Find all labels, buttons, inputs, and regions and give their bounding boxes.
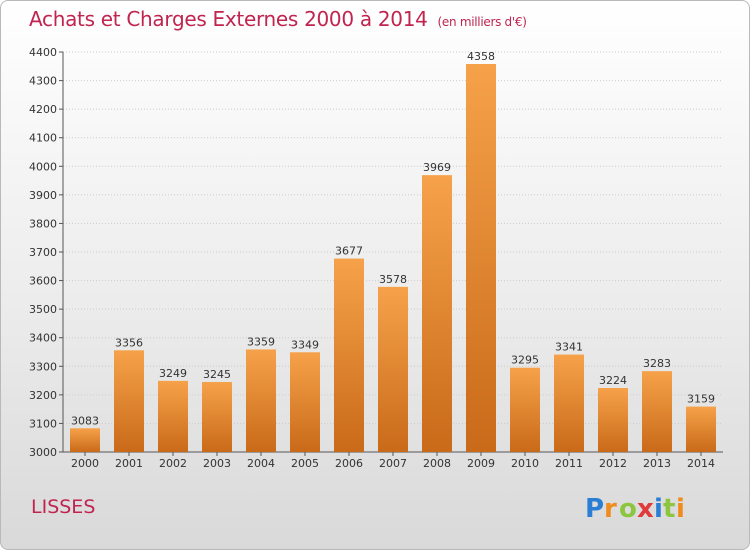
x-tick-label-2009: 2009 (467, 457, 495, 470)
y-tick-label: 4200 (29, 103, 57, 116)
data-label-2011: 3341 (555, 341, 583, 354)
svg-text:i: i (654, 494, 663, 524)
svg-text:P: P (585, 494, 604, 524)
data-label-2013: 3283 (643, 357, 671, 370)
y-tick-label: 3800 (29, 217, 57, 230)
data-label-2002: 3249 (159, 367, 187, 380)
data-label-2003: 3245 (203, 368, 231, 381)
bar-2011 (554, 354, 584, 452)
svg-text:t: t (663, 494, 675, 524)
y-tick-label: 3700 (29, 246, 57, 259)
y-tick-label: 4400 (29, 46, 57, 59)
x-tick-label-2013: 2013 (643, 457, 671, 470)
bars (70, 64, 716, 452)
data-label-2012: 3224 (599, 374, 627, 387)
data-label-2004: 3359 (247, 335, 275, 348)
svg-text:o: o (619, 494, 637, 524)
chart-title: Achats et Charges Externes 2000 à 2014 (e… (29, 7, 527, 31)
bar-2001 (114, 350, 144, 452)
x-tick-label-2012: 2012 (599, 457, 627, 470)
labels: 3000 3100 3200 3300 3400 3500 3600 3700 3800 3900… (29, 46, 715, 470)
svg-text:i: i (676, 494, 685, 524)
bar-2010 (510, 367, 540, 452)
data-label-2009: 4358 (467, 50, 495, 63)
proxiti-logo: P r o x i t i (583, 491, 693, 531)
x-tick-label-2011: 2011 (555, 457, 583, 470)
x-tick-label-2010: 2010 (511, 457, 539, 470)
data-label-2014: 3159 (687, 393, 715, 406)
y-tick-label: 3200 (29, 389, 57, 402)
x-tick-label-2004: 2004 (247, 457, 275, 470)
x-tick-label-2005: 2005 (291, 457, 319, 470)
bar-2000 (70, 428, 100, 452)
data-label-2006: 3677 (335, 245, 363, 258)
bar-2004 (246, 349, 276, 452)
data-label-2008: 3969 (423, 161, 451, 174)
commune-name: LISSES (31, 496, 96, 518)
bar-2002 (158, 380, 188, 452)
bar-2013 (642, 371, 672, 452)
data-label-2010: 3295 (511, 354, 539, 367)
chart-unit: (en milliers d'€) (437, 15, 527, 29)
data-label-2001: 3356 (115, 336, 143, 349)
y-tick-label: 3000 (29, 446, 57, 459)
x-tick-label-2008: 2008 (423, 457, 451, 470)
x-tick-label-2000: 2000 (71, 457, 99, 470)
x-tick-label-2001: 2001 (115, 457, 143, 470)
chart-title-text: Achats et Charges Externes 2000 à 2014 (29, 7, 428, 31)
x-tick-label-2007: 2007 (379, 457, 407, 470)
y-tick-label: 3500 (29, 303, 57, 316)
data-label-2000: 3083 (71, 414, 99, 427)
bar-2007 (378, 286, 408, 452)
y-tick-label: 3900 (29, 189, 57, 202)
bar-2012 (598, 388, 628, 452)
bar-2009 (466, 64, 496, 452)
y-tick-label: 3100 (29, 417, 57, 430)
data-label-2007: 3578 (379, 273, 407, 286)
bar-2014 (686, 406, 716, 452)
bar-2008 (422, 175, 452, 452)
bar-2003 (202, 382, 232, 452)
bar-2006 (334, 258, 364, 452)
x-tick-label-2003: 2003 (203, 457, 231, 470)
proxiti-logo-mark: P r o x i t i (585, 494, 685, 524)
y-tick-label: 3600 (29, 275, 57, 288)
x-tick-label-2002: 2002 (159, 457, 187, 470)
y-tick-label: 3400 (29, 332, 57, 345)
x-tick-label-2014: 2014 (687, 457, 715, 470)
bar-2005 (290, 352, 320, 452)
svg-text:x: x (637, 494, 654, 524)
x-tick-label-2006: 2006 (335, 457, 363, 470)
data-label-2005: 3349 (291, 338, 319, 351)
y-tick-label: 4300 (29, 75, 57, 88)
y-tick-label: 4100 (29, 132, 57, 145)
svg-text:r: r (604, 494, 617, 524)
y-tick-label: 3300 (29, 360, 57, 373)
y-tick-label: 4000 (29, 160, 57, 173)
